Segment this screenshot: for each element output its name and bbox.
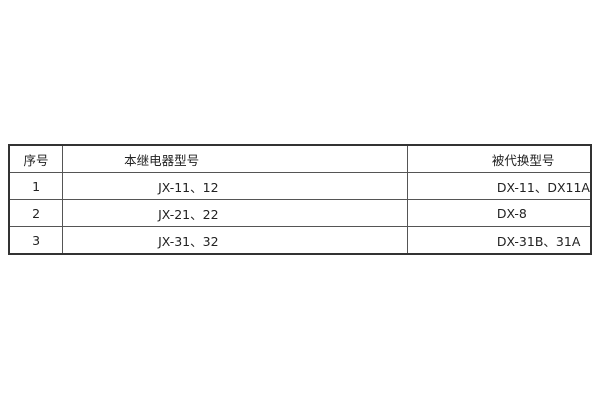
cell-replaced-model: DX-11、DX11A [406, 172, 592, 200]
cell-relay-model: JX-11、12 [62, 172, 408, 200]
header-relay-model: 本继电器型号 [62, 144, 408, 173]
header-replaced-model: 被代换型号 [406, 144, 592, 173]
table-row: 2 JX-21、22 DX-8 [8, 199, 592, 227]
cell-replaced-model: DX-8 [406, 199, 592, 227]
cell-relay-model: JX-31、32 [62, 226, 408, 255]
cell-index: 1 [8, 172, 64, 200]
cell-relay-model: JX-21、22 [62, 199, 408, 227]
table-row: 1 JX-11、12 DX-11、DX11A [8, 172, 592, 200]
table-header-row: 序号 本继电器型号 被代换型号 [8, 144, 592, 173]
cell-index: 2 [8, 199, 64, 227]
replacement-table: 序号 本继电器型号 被代换型号 1 JX-11、12 DX-11、DX11A 2… [8, 144, 592, 255]
cell-replaced-model: DX-31B、31A [406, 226, 592, 255]
header-index: 序号 [8, 144, 64, 173]
cell-index: 3 [8, 226, 64, 255]
table-row: 3 JX-31、32 DX-31B、31A [8, 226, 592, 255]
